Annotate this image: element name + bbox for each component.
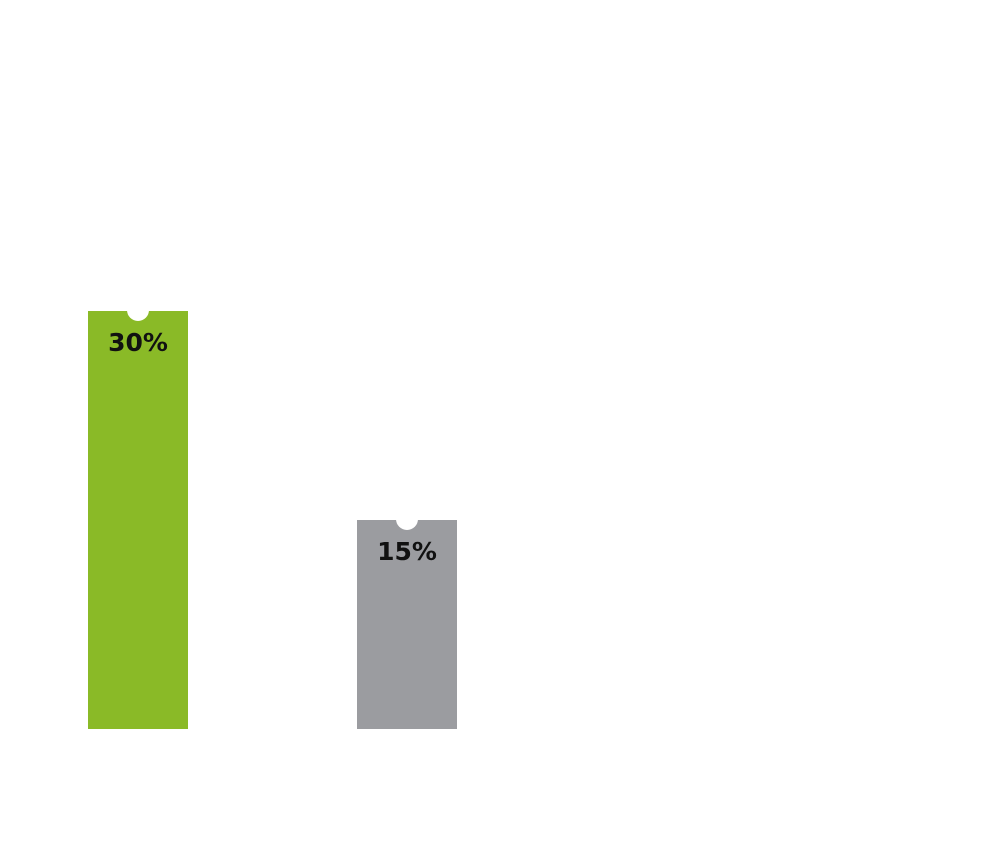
bar-notch — [127, 299, 149, 321]
bar — [357, 520, 457, 729]
value-label: 30% — [108, 328, 168, 357]
bar-notch — [396, 508, 418, 530]
bar — [88, 311, 188, 729]
value-label: 15% — [377, 537, 437, 566]
